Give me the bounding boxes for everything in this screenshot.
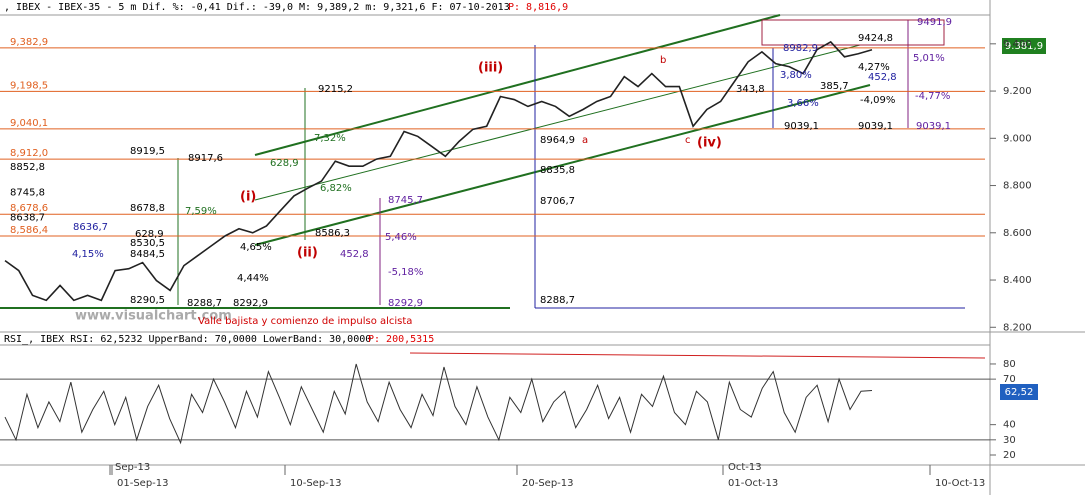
- channel-line: [254, 44, 861, 201]
- annotation: 8835,8: [540, 165, 575, 176]
- annotation: (iii): [478, 61, 503, 76]
- annotation: 8919,5: [130, 146, 165, 157]
- last-rsi-box: [1000, 384, 1038, 400]
- x-tick-label: 01-Oct-13: [728, 478, 778, 489]
- annotation: 8917,6: [188, 153, 223, 164]
- annotation: (ii): [297, 246, 318, 261]
- header: , IBEX - IBEX-35 - 5 m Dif. %: -0,41 Dif…: [4, 2, 510, 13]
- level-label: 8,586,4: [10, 225, 48, 236]
- level-label: 8,678,6: [10, 203, 48, 214]
- annotation: 452,8: [868, 72, 897, 83]
- y-tick-label: 8.600: [1003, 228, 1032, 239]
- y-tick-label: 9.400: [1003, 39, 1032, 50]
- y-tick-label: 30: [1003, 435, 1016, 446]
- annotation: 385,7: [820, 81, 849, 92]
- y-tick-label: 70: [1003, 374, 1016, 385]
- annotation: 5,46%: [385, 232, 417, 243]
- rsi-trend: [409, 352, 986, 359]
- annotation: 8982,9: [783, 43, 818, 54]
- x-tick-label: Sep-13: [115, 462, 150, 473]
- annotation: 8290,5: [130, 295, 165, 306]
- y-tick-label: 20: [1003, 450, 1016, 461]
- annotation: -4,77%: [915, 91, 950, 102]
- annotation: 8530,5: [130, 238, 165, 249]
- annotation: 4,65%: [240, 242, 272, 253]
- annotation: 9039,1: [784, 121, 819, 132]
- annotation: 8636,7: [73, 222, 108, 233]
- annotation: 8964,9: [540, 135, 575, 146]
- annotation: 628,9: [270, 158, 299, 169]
- annotation: 8292,9: [233, 298, 268, 309]
- annotation: 8678,8: [130, 203, 165, 214]
- annotation: 9215,2: [318, 84, 353, 95]
- annotation: 8706,7: [540, 196, 575, 207]
- y-tick-label: 40: [1003, 420, 1016, 431]
- y-tick-label: 8.800: [1003, 181, 1032, 192]
- annotation: 4,15%: [72, 249, 104, 260]
- last-price: 9.381,9: [1005, 41, 1043, 52]
- annotation: b: [660, 55, 666, 66]
- last-rsi: 62,52: [1005, 387, 1034, 398]
- annotation: 452,8: [340, 249, 369, 260]
- x-tick-label: 20-Sep-13: [522, 478, 574, 489]
- price-line: [4, 363, 873, 445]
- annotation: 8745,7: [388, 195, 423, 206]
- y-tick-label: 9.200: [1003, 86, 1032, 97]
- annotation: 8292,9: [388, 298, 423, 309]
- level-label: 8852,8: [10, 162, 45, 173]
- annotation: c: [685, 135, 691, 146]
- annotation: 8288,7: [540, 295, 575, 306]
- annotation: 9424,8: [858, 33, 893, 44]
- x-tick-label: Oct-13: [728, 462, 762, 473]
- level-label: 8638,7: [10, 213, 45, 224]
- last-price-box: [1002, 38, 1046, 54]
- channel-line: [254, 84, 871, 246]
- annotation: -5,18%: [388, 267, 423, 278]
- x-tick-label: 10-Oct-13: [935, 478, 985, 489]
- target-box: [761, 19, 945, 46]
- level-label: 8,912,0: [10, 148, 48, 159]
- watermark: www.visualchart.com: [75, 309, 232, 324]
- annotation: a: [582, 135, 588, 146]
- annotation: Valle bajista y comienzo de impulso alci…: [198, 316, 412, 327]
- annotation: 9039,1: [858, 121, 893, 132]
- level-label: 8745,8: [10, 187, 45, 198]
- annotation: 8586,3: [315, 228, 350, 239]
- channel-line: [254, 14, 781, 156]
- annotation: 5,01%: [913, 53, 945, 64]
- header-price: P: 8,816,9: [508, 2, 568, 13]
- rsi-price: P: 200,5315: [368, 334, 434, 345]
- annotation: 6,82%: [320, 183, 352, 194]
- level-label: 9,382,9: [10, 37, 48, 48]
- annotation: (iv): [697, 136, 722, 151]
- annotation: 3,66%: [787, 98, 819, 109]
- annotation: 8484,5: [130, 249, 165, 260]
- annotation: 4,27%: [858, 62, 890, 73]
- y-tick-label: 8.200: [1003, 322, 1032, 333]
- level-label: 9,198,5: [10, 80, 48, 91]
- rsi-header: RSI_, IBEX RSI: 62,5232 UpperBand: 70,00…: [4, 334, 371, 345]
- annotation: 4,44%: [237, 273, 269, 284]
- x-tick-label: 01-Sep-13: [117, 478, 169, 489]
- level-label: 9,040,1: [10, 118, 48, 129]
- y-tick-label: 9.000: [1003, 133, 1032, 144]
- annotation: 3,80%: [780, 70, 812, 81]
- x-tick-label: 10-Sep-13: [290, 478, 342, 489]
- annotation: 7,59%: [185, 206, 217, 217]
- annotation: 9491,9: [917, 17, 952, 28]
- annotation: 7,32%: [314, 133, 346, 144]
- annotation: 8288,7: [187, 298, 222, 309]
- annotation: (i): [240, 190, 256, 205]
- annotation: 9039,1: [916, 121, 951, 132]
- annotation: 343,8: [736, 84, 765, 95]
- y-tick-label: 80: [1003, 359, 1016, 370]
- price-line: [4, 40, 873, 302]
- annotation: -4,09%: [860, 95, 895, 106]
- y-tick-label: 8.400: [1003, 275, 1032, 286]
- annotation: 628,9: [135, 229, 164, 240]
